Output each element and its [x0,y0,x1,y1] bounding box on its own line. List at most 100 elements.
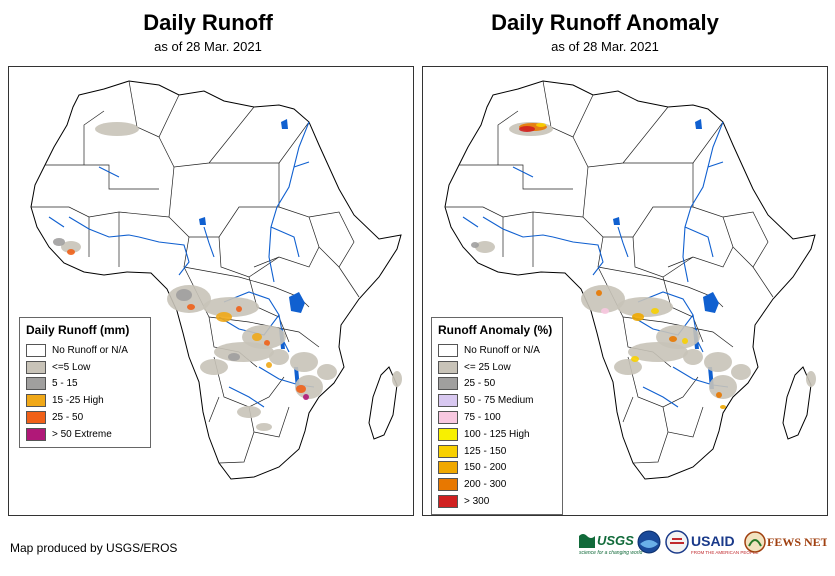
river [707,161,724,168]
right-legend: Runoff Anomaly (%) No Runoff or N/A <= 25… [431,317,563,515]
country-border [45,164,159,190]
country-border [218,431,255,464]
right-africa-map [444,80,816,480]
river [138,236,190,276]
left-legend: Daily Runoff (mm) No Runoff or N/A <=5 Lo… [19,317,151,448]
left-map-subtitle: as of 28 Mar. 2021 [154,39,262,54]
runoff-patch [236,306,242,312]
runoff-patch [290,352,318,372]
usgs-tagline: science for a changing world [579,550,643,556]
country-border [273,326,320,348]
usgs-logo-text: USGS [597,533,634,548]
legend-label: 125 - 150 [464,445,507,457]
legend-item: 75 - 100 [438,409,556,426]
legend-swatch [438,411,458,425]
lake [613,217,620,225]
runoff-patch [581,285,625,313]
country-border [83,110,105,165]
legend-swatch [26,377,46,391]
lake [199,217,206,225]
country-border [497,110,519,165]
legend-swatch [438,360,458,374]
runoff-patch [266,362,272,368]
legend-label: 5 - 15 [52,378,78,390]
legend-item: 5 - 15 [26,376,144,393]
runoff-patch [683,349,703,365]
river [293,161,310,168]
legend-label: No Runoff or N/A [464,344,540,356]
noaa-logo [637,530,661,554]
runoff-patch [617,297,673,317]
legend-label: <=5 Low [52,361,91,373]
runoff-patch [176,289,192,301]
runoff-patch [632,313,644,321]
river [228,386,265,408]
runoff-patch [296,385,306,393]
runoff-patch [669,336,677,342]
legend-swatch [26,427,46,441]
country-border [253,206,320,268]
country-border [632,431,669,464]
legend-swatch [438,377,458,391]
country-border [88,212,120,267]
country-border [662,276,704,343]
river [203,226,215,258]
legend-label: 25 - 50 [464,378,496,390]
river [642,386,679,408]
right-map-subtitle: as of 28 Mar. 2021 [551,39,659,54]
river [684,226,714,258]
right-map-panel: Runoff Anomaly (%) No Runoff or N/A <= 25… [422,66,828,516]
runoff-patch [704,352,732,372]
runoff-patch [716,392,722,398]
madagascar-outline [368,366,398,440]
legend-item: 150 - 200 [438,460,556,477]
country-border [248,276,290,343]
usaid-tagline: FROM THE AMERICAN PEOPLE [691,550,758,555]
legend-label: 200 - 300 [464,479,507,491]
legend-item: No Runoff or N/A [26,342,144,359]
lake [289,292,305,313]
runoff-patch [203,297,259,317]
lake [703,292,719,313]
runoff-patch [95,122,139,136]
legend-label: 100 - 125 High [464,428,530,440]
legend-item: 200 - 300 [438,476,556,493]
legend-swatch [438,394,458,408]
country-border [752,266,774,298]
legend-label: > 50 Extreme [52,428,112,440]
river [268,121,310,283]
legend-swatch [438,478,458,492]
left-map-title: Daily Runoff [143,10,273,35]
legend-swatch [438,495,458,509]
legend-item: 100 - 125 High [438,426,556,443]
runoff-patch [61,241,81,253]
left-africa-map [30,80,402,480]
runoff-patch [682,338,688,344]
runoff-patch [628,342,688,362]
runoff-patch [228,353,240,361]
runoff-patch [631,356,639,362]
river [617,226,629,258]
country-border [542,80,594,138]
runoff-patch [614,359,642,375]
right-legend-title: Runoff Anomaly (%) [438,323,553,337]
runoff-patch [303,394,309,400]
left-map-panel: Daily Runoff (mm) No Runoff or N/A <=5 Lo… [8,66,414,516]
legend-swatch [438,427,458,441]
legend-label: 50 - 75 Medium [464,395,534,407]
legend-item: <= 25 Low [438,359,556,376]
map-credit: Map produced by USGS/EROS [10,541,178,555]
country-border [572,106,669,168]
legend-label: No Runoff or N/A [52,344,128,356]
legend-label: 75 - 100 [464,412,501,424]
runoff-patch [214,342,274,362]
runoff-patch [53,238,65,246]
legend-label: 25 - 50 [52,412,84,424]
legend-item: 25 - 50 [26,409,144,426]
runoff-patch [806,371,816,387]
legend-item: > 300 [438,493,556,510]
runoff-patch [237,406,261,418]
country-border [459,164,573,190]
runoff-patch [720,405,726,409]
legend-swatch [438,343,458,357]
